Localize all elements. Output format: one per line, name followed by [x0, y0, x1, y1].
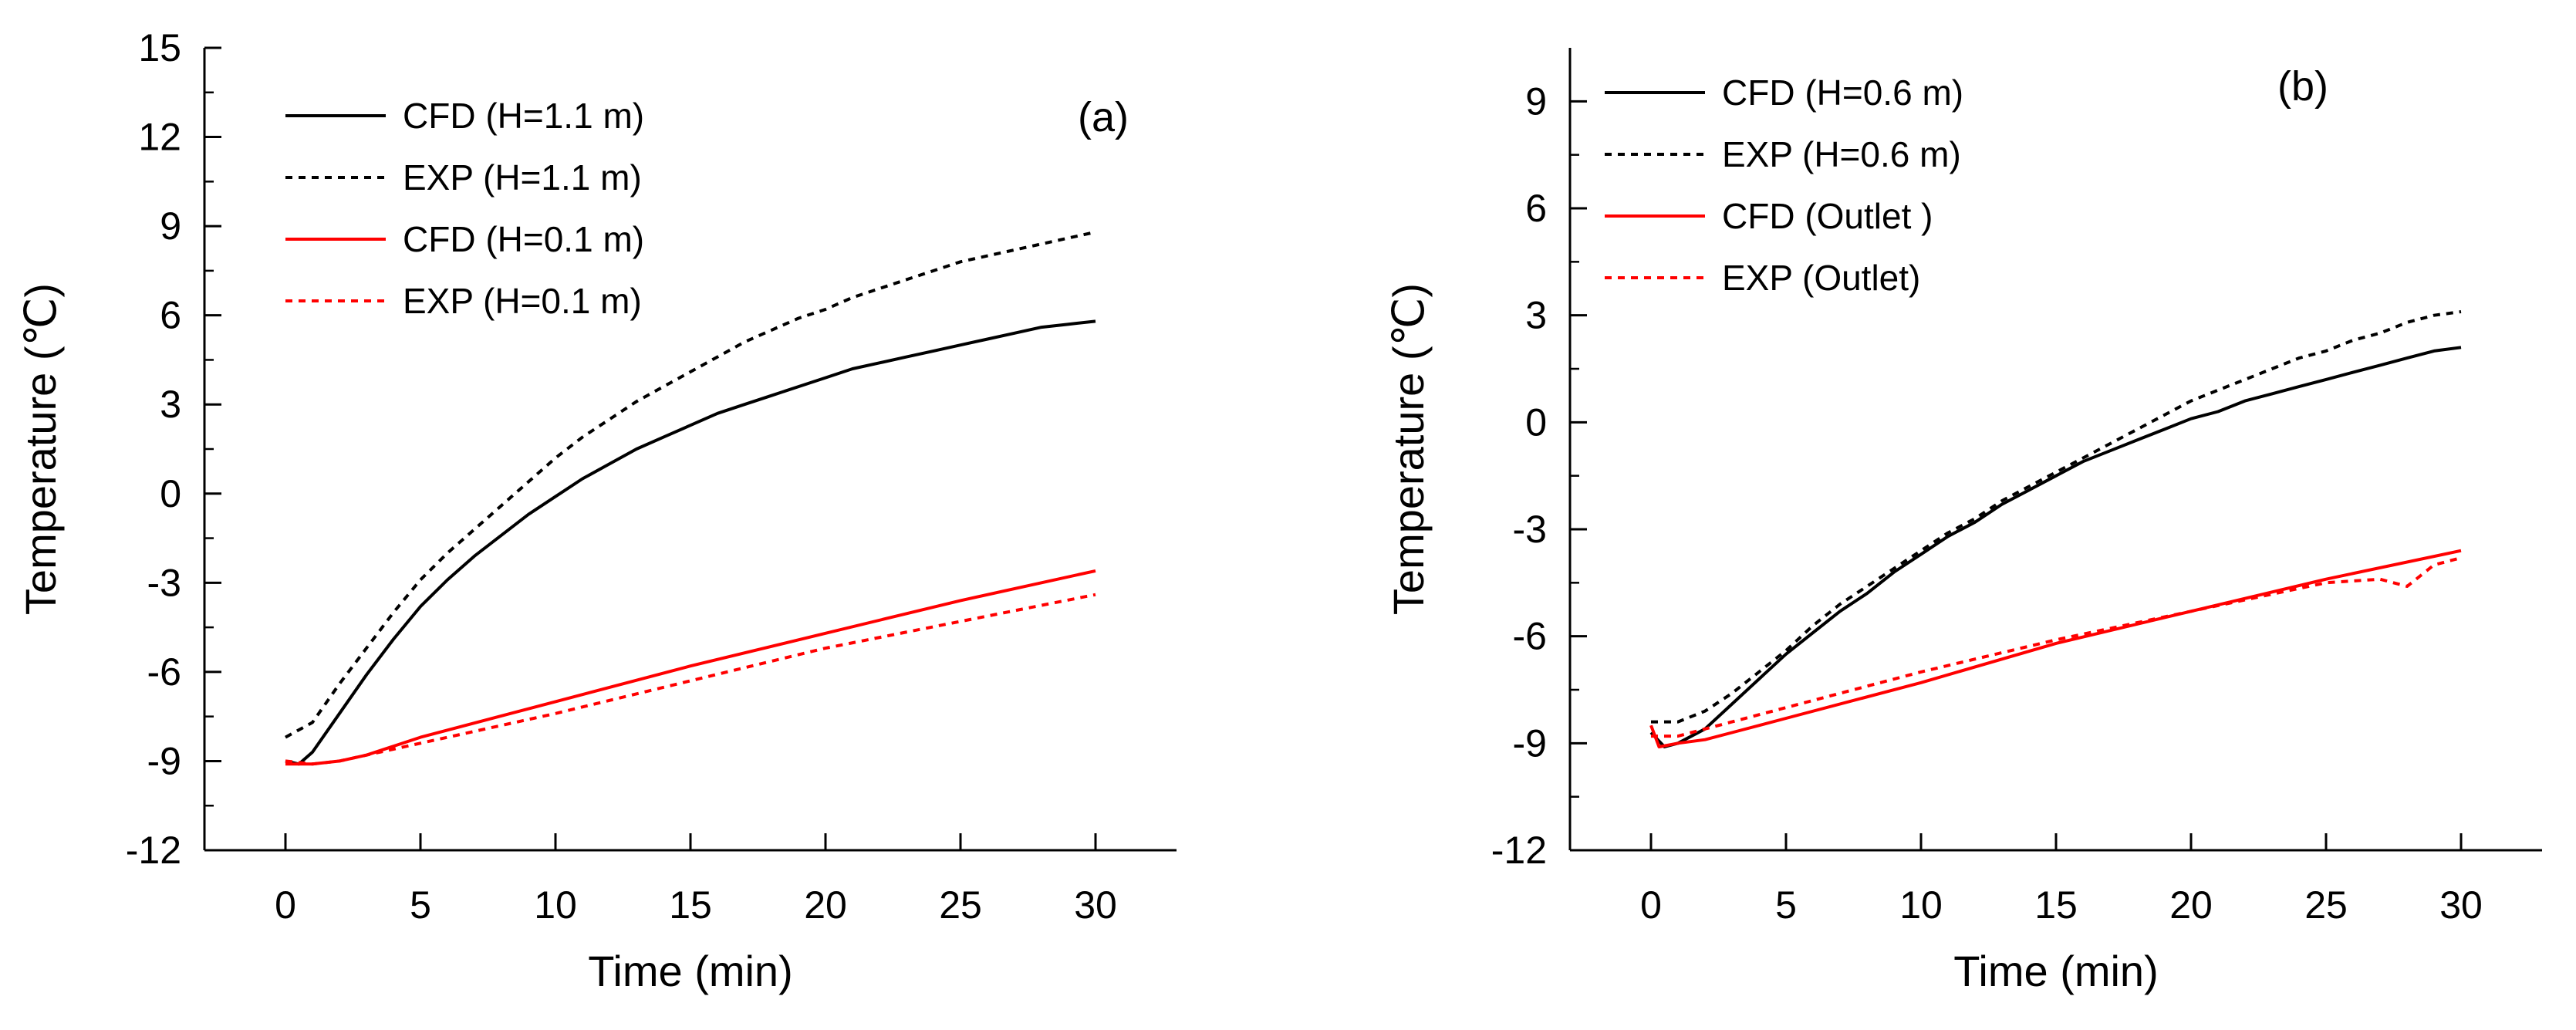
legend-label: CFD (H=0.6 m): [1722, 73, 1963, 113]
y-tick-label: 15: [138, 26, 181, 69]
y-tick-label: 9: [160, 204, 181, 248]
legend-label: EXP (H=0.6 m): [1722, 134, 1961, 174]
y-tick-label: -9: [147, 739, 181, 782]
x-tick-label: 20: [2169, 883, 2213, 927]
x-tick-label: 15: [669, 883, 712, 927]
series-line-1: [285, 319, 1096, 766]
legend-label: EXP (Outlet): [1722, 258, 1920, 298]
series-line-2: [1651, 310, 2462, 724]
y-tick-label: -9: [1513, 721, 1547, 765]
y-tick-label: -3: [1513, 508, 1547, 551]
y-tick-label: 0: [1525, 400, 1547, 444]
x-tick-label: 10: [534, 883, 577, 927]
series-line-4: [1651, 556, 2462, 738]
y-tick-label: 6: [160, 294, 181, 337]
y-tick-label: 0: [160, 472, 181, 515]
legend-label: CFD (H=1.1 m): [403, 96, 644, 136]
y-tick-label: -6: [1513, 615, 1547, 658]
series-line-4: [285, 593, 1096, 766]
x-tick-label: 5: [410, 883, 431, 927]
x-axis-title: Time (min): [588, 947, 792, 995]
y-axis-title: Temperature (℃): [16, 283, 65, 615]
x-tick-label: 25: [2304, 883, 2348, 927]
x-tick-label: 30: [2439, 883, 2483, 927]
x-tick-label: 5: [1775, 883, 1797, 927]
legend-label: EXP (H=0.1 m): [403, 281, 642, 321]
series-line-3: [285, 569, 1096, 766]
x-tick-label: 30: [1074, 883, 1117, 927]
legend-label: CFD (H=0.1 m): [403, 219, 644, 259]
x-tick-label: 25: [939, 883, 982, 927]
panel-label: (b): [2277, 63, 2328, 110]
x-axis-title: Time (min): [1953, 947, 2158, 995]
legend-label: CFD (Outlet ): [1722, 196, 1933, 236]
chart-panel-b: -12 -9 -6 -3 0 3 6 9 0 5 10 15 20 25 30 Time (min) Tempe…: [1384, 48, 2542, 995]
y-tick-label: -12: [1491, 829, 1547, 872]
y-tick-label: -3: [147, 561, 181, 604]
x-tick-label: 0: [275, 883, 296, 927]
y-tick-label: 3: [160, 383, 181, 426]
series-line-2: [285, 230, 1096, 739]
y-tick-label: 3: [1525, 294, 1547, 337]
y-tick-label: 6: [1525, 187, 1547, 230]
chart-panel-a: -12 -9 -6 -3 0 3 6 9 12 15 0 5 10 15 20 25 30 Time (min) T…: [16, 26, 1177, 995]
x-tick-label: 0: [1640, 883, 1662, 927]
y-axis-title: Temperature (℃): [1384, 283, 1433, 615]
y-tick-label: 9: [1525, 79, 1547, 123]
series-line-1: [1649, 346, 2462, 748]
y-tick-label: 12: [138, 116, 181, 159]
x-tick-label: 15: [2034, 883, 2078, 927]
x-tick-label: 10: [1899, 883, 1943, 927]
legend-label: EXP (H=1.1 m): [403, 157, 642, 198]
y-tick-label: -6: [147, 650, 181, 694]
x-tick-label: 20: [804, 883, 847, 927]
y-tick-label: -12: [126, 829, 181, 872]
panel-label: (a): [1078, 94, 1129, 140]
series-line-3: [1649, 549, 2462, 748]
